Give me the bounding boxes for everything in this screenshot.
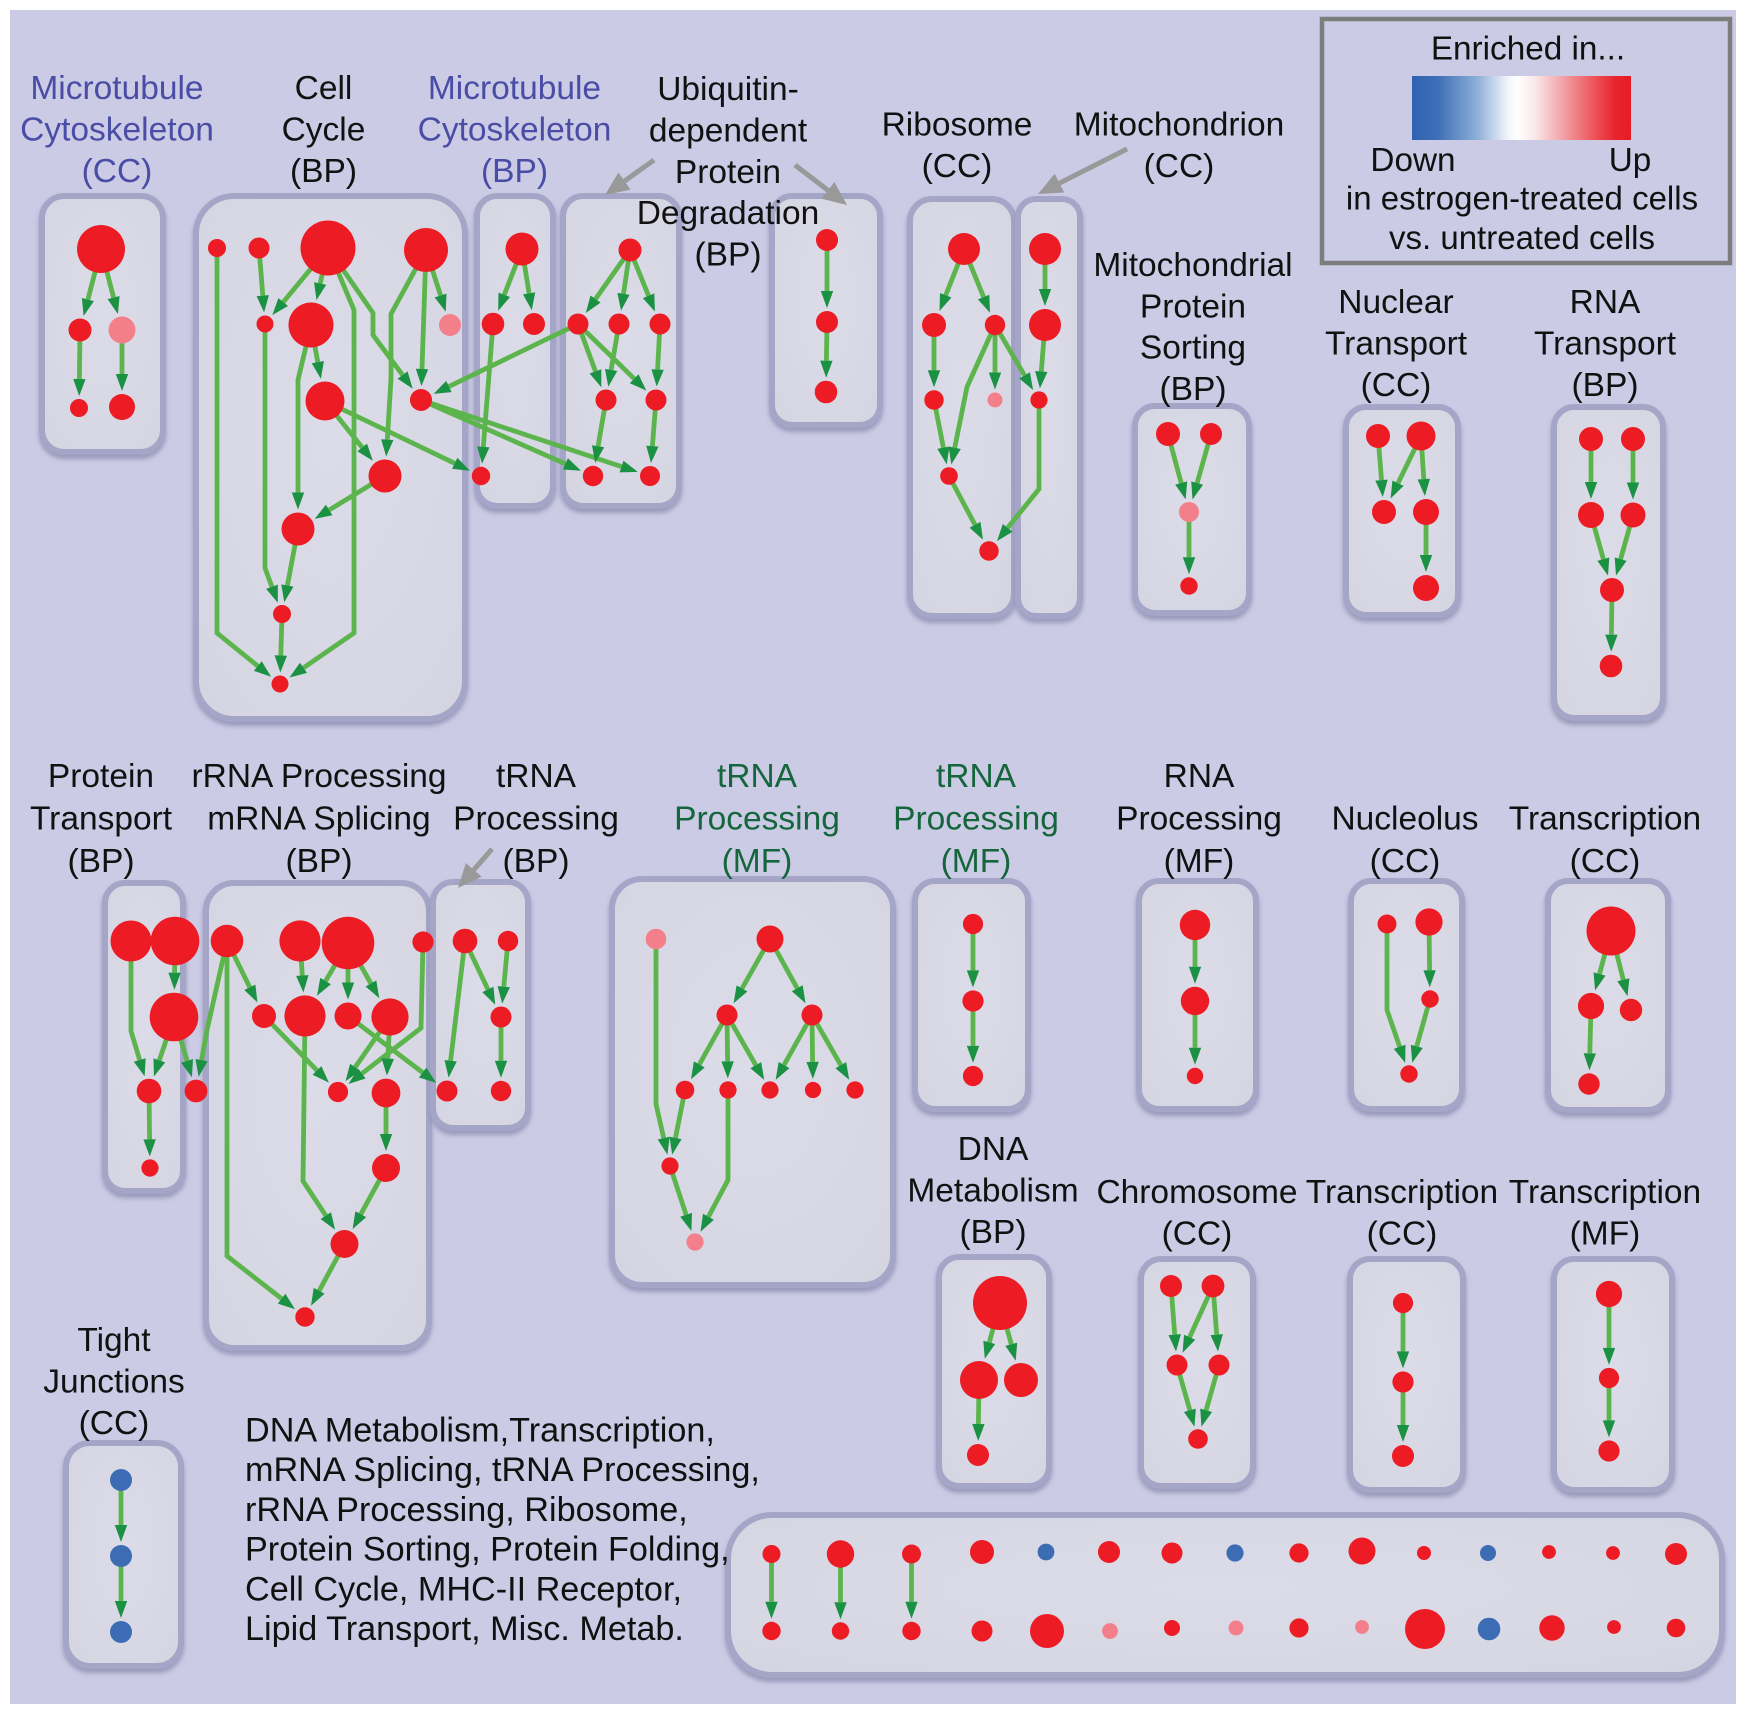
svg-text:Cytoskeleton: Cytoskeleton	[418, 111, 612, 148]
svg-text:vs. untreated cells: vs. untreated cells	[1389, 219, 1655, 256]
svg-text:Cell Cycle, MHC-II Receptor,: Cell Cycle, MHC-II Receptor,	[245, 1570, 682, 1608]
svg-text:(CC): (CC)	[1144, 148, 1215, 185]
svg-text:(CC): (CC)	[79, 1405, 150, 1442]
svg-text:Cell: Cell	[295, 70, 353, 107]
svg-text:(CC): (CC)	[1162, 1215, 1233, 1252]
svg-text:Down: Down	[1370, 142, 1455, 179]
svg-text:tRNA: tRNA	[496, 758, 577, 795]
svg-text:Nuclear: Nuclear	[1338, 284, 1453, 321]
svg-text:(BP): (BP)	[503, 843, 570, 880]
svg-text:Mitochondrial: Mitochondrial	[1093, 247, 1292, 284]
svg-text:(MF): (MF)	[722, 843, 793, 880]
svg-text:(CC): (CC)	[1370, 843, 1441, 880]
svg-text:(CC): (CC)	[1367, 1215, 1438, 1252]
svg-text:Transport: Transport	[1325, 326, 1468, 363]
svg-text:Cytoskeleton: Cytoskeleton	[20, 111, 214, 148]
svg-text:Transcription: Transcription	[1509, 801, 1701, 838]
svg-text:mRNA Splicing, tRNA Processing: mRNA Splicing, tRNA Processing,	[245, 1451, 760, 1489]
svg-text:(CC): (CC)	[922, 148, 993, 185]
svg-text:Protein: Protein	[48, 758, 154, 795]
svg-text:(CC): (CC)	[1570, 843, 1641, 880]
svg-text:Ribosome: Ribosome	[882, 107, 1033, 144]
svg-text:(BP): (BP)	[695, 237, 762, 274]
svg-text:Processing: Processing	[453, 801, 619, 838]
svg-text:RNA: RNA	[1570, 284, 1641, 321]
svg-text:DNA: DNA	[958, 1131, 1029, 1168]
svg-text:Processing: Processing	[674, 801, 840, 838]
svg-text:Up: Up	[1609, 142, 1652, 179]
svg-text:tRNA: tRNA	[717, 758, 798, 795]
svg-text:(CC): (CC)	[82, 153, 153, 190]
svg-text:Lipid Transport, Misc. Metab.: Lipid Transport, Misc. Metab.	[245, 1610, 684, 1648]
svg-text:Protein Sorting, Protein Foldi: Protein Sorting, Protein Folding,	[245, 1531, 730, 1569]
svg-text:Protein: Protein	[675, 154, 781, 191]
svg-text:mRNA Splicing: mRNA Splicing	[207, 801, 430, 838]
svg-text:Mitochondrion: Mitochondrion	[1074, 107, 1284, 144]
svg-text:Metabolism: Metabolism	[907, 1172, 1078, 1209]
svg-text:Nucleolus: Nucleolus	[1331, 801, 1478, 838]
svg-text:Sorting: Sorting	[1140, 330, 1246, 367]
svg-text:Tight: Tight	[77, 1322, 151, 1359]
svg-text:Ubiquitin-: Ubiquitin-	[657, 71, 799, 108]
svg-text:tRNA: tRNA	[936, 758, 1017, 795]
svg-text:Transport: Transport	[1534, 326, 1677, 363]
svg-text:(CC): (CC)	[1361, 367, 1432, 404]
svg-text:Transcription: Transcription	[1509, 1174, 1701, 1211]
svg-text:Cycle: Cycle	[282, 111, 366, 148]
svg-text:Microtubule: Microtubule	[428, 70, 601, 107]
svg-text:(BP): (BP)	[290, 153, 357, 190]
svg-text:(BP): (BP)	[960, 1214, 1027, 1251]
svg-text:Microtubule: Microtubule	[30, 70, 203, 107]
svg-text:(MF): (MF)	[1570, 1215, 1641, 1252]
svg-text:(MF): (MF)	[941, 843, 1012, 880]
svg-text:dependent: dependent	[649, 112, 808, 149]
svg-text:(BP): (BP)	[1572, 367, 1639, 404]
svg-text:rRNA Processing, Ribosome,: rRNA Processing, Ribosome,	[245, 1491, 688, 1529]
svg-text:Transcription: Transcription	[1306, 1174, 1498, 1211]
svg-text:rRNA Processing: rRNA Processing	[191, 758, 446, 795]
svg-text:Junctions: Junctions	[43, 1364, 185, 1401]
svg-text:(BP): (BP)	[68, 843, 135, 880]
svg-text:Transport: Transport	[30, 801, 173, 838]
svg-text:Processing: Processing	[1116, 801, 1282, 838]
svg-text:Processing: Processing	[893, 801, 1059, 838]
svg-text:Enriched in...: Enriched in...	[1431, 31, 1625, 68]
svg-text:Degradation: Degradation	[637, 195, 820, 232]
svg-text:(BP): (BP)	[286, 843, 353, 880]
svg-text:in estrogen-treated cells: in estrogen-treated cells	[1346, 180, 1698, 217]
svg-text:(BP): (BP)	[481, 153, 548, 190]
svg-text:Chromosome: Chromosome	[1096, 1174, 1297, 1211]
svg-text:(BP): (BP)	[1160, 371, 1227, 408]
svg-text:RNA: RNA	[1164, 758, 1235, 795]
svg-text:DNA Metabolism,Transcription,: DNA Metabolism,Transcription,	[245, 1412, 715, 1450]
svg-text:(MF): (MF)	[1164, 843, 1235, 880]
svg-text:Protein: Protein	[1140, 288, 1246, 325]
